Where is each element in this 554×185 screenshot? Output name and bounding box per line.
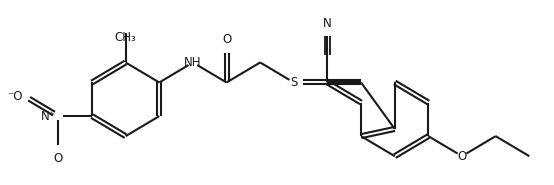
Text: S: S <box>290 76 297 89</box>
Text: N: N <box>323 17 332 30</box>
Text: O: O <box>54 152 63 165</box>
Text: ⁻O: ⁻O <box>7 90 22 103</box>
Text: N⁺: N⁺ <box>41 110 56 123</box>
Text: O: O <box>222 33 231 46</box>
Text: NH: NH <box>184 56 202 69</box>
Text: CH₃: CH₃ <box>115 31 136 44</box>
Text: O: O <box>458 150 466 163</box>
